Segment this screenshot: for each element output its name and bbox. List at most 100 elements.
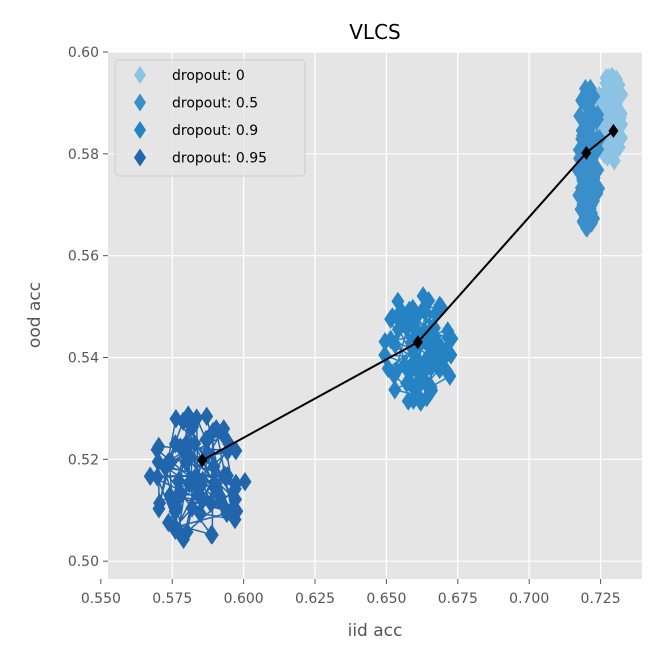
data-point [441, 321, 455, 341]
data-series [143, 66, 629, 550]
data-point [188, 433, 202, 454]
x-tick-label: 0.700 [509, 591, 549, 607]
data-point [615, 114, 629, 135]
legend-marker [134, 121, 146, 139]
data-point [603, 104, 617, 124]
legend: dropout: 0 dropout: 0.5 dropout: 0.9 dropou… [114, 59, 306, 177]
data-point [585, 203, 598, 223]
y-axis-label: ood acc [25, 282, 45, 348]
data-point [214, 491, 228, 511]
data-point [426, 353, 440, 374]
data-point [591, 160, 605, 180]
y-axis-ticks: 0.50 0.52 0.54 0.56 0.58 0.60 [68, 45, 108, 570]
data-point [388, 380, 402, 400]
legend-marker [134, 66, 146, 84]
data-point [199, 429, 213, 450]
mean-point [197, 453, 208, 468]
data-point [207, 473, 221, 493]
data-point [612, 75, 626, 95]
x-tick-label: 0.600 [224, 591, 264, 607]
data-point [218, 465, 232, 485]
data-point [168, 517, 182, 537]
data-point [217, 426, 231, 446]
x-tick-label: 0.550 [81, 591, 121, 607]
data-point [166, 493, 180, 514]
data-point [607, 151, 621, 171]
x-tick-label: 0.650 [366, 591, 406, 607]
data-point [205, 525, 219, 545]
legend-marker [134, 93, 146, 112]
legend-marker [134, 148, 146, 167]
data-point [196, 470, 210, 491]
y-tick-label: 0.56 [68, 249, 99, 265]
data-point [150, 439, 164, 460]
data-point [164, 452, 178, 472]
series-3 [143, 405, 252, 550]
data-point [175, 438, 189, 459]
data-point [238, 471, 252, 492]
y-tick-label: 0.54 [68, 351, 99, 367]
data-point [381, 358, 395, 379]
data-point [172, 471, 186, 491]
data-point [572, 140, 586, 160]
data-point [402, 371, 416, 392]
data-point [424, 377, 438, 397]
data-point [606, 131, 620, 152]
data-point [177, 529, 191, 550]
data-point [143, 466, 157, 486]
legend-label: dropout: 0.5 [172, 96, 258, 112]
data-point [414, 370, 428, 391]
x-tick-label: 0.725 [581, 591, 621, 607]
data-point [433, 295, 447, 316]
data-point [230, 501, 244, 521]
legend-box [114, 59, 306, 177]
data-point [185, 498, 199, 518]
y-tick-label: 0.52 [68, 452, 99, 468]
data-point [394, 312, 408, 333]
mean-line [201, 130, 615, 462]
data-point [591, 104, 605, 125]
data-point [152, 499, 166, 519]
legend-label: dropout: 0.9 [172, 123, 258, 139]
data-point [191, 484, 205, 504]
x-axis-ticks: 0.550 0.575 0.600 0.625 0.650 0.675 0.700 0.725 [81, 579, 621, 607]
legend-label: dropout: 0 [172, 68, 245, 84]
data-point [580, 112, 594, 132]
data-point [183, 447, 197, 467]
x-tick-label: 0.575 [152, 591, 192, 607]
mean-point [412, 335, 423, 350]
x-axis-label: iid acc [348, 621, 403, 641]
data-point [401, 391, 415, 411]
data-point [186, 417, 200, 437]
data-point [387, 365, 401, 386]
mean-trend [197, 123, 619, 468]
legend-label: dropout: 0.95 [172, 151, 267, 167]
series-2 [378, 286, 459, 412]
data-point [397, 355, 411, 375]
data-point [200, 406, 214, 427]
data-point [411, 385, 425, 405]
data-point [581, 83, 595, 103]
data-point [593, 129, 607, 149]
mean-point [581, 145, 592, 160]
mean-point [608, 123, 619, 138]
data-point [385, 307, 399, 327]
data-point [437, 348, 451, 368]
data-point [412, 356, 426, 376]
data-point [611, 84, 625, 105]
chart-title: VLCS [349, 20, 400, 44]
data-point [428, 326, 442, 347]
x-tick-label: 0.625 [295, 591, 335, 607]
data-point [574, 178, 588, 198]
series-1 [571, 78, 607, 238]
data-point [443, 366, 457, 386]
data-point [418, 302, 432, 322]
y-tick-label: 0.60 [68, 45, 99, 61]
data-point [229, 473, 243, 494]
y-tick-label: 0.50 [68, 554, 99, 570]
x-tick-label: 0.675 [438, 591, 478, 607]
data-point [384, 329, 398, 350]
data-point [406, 298, 420, 319]
y-tick-label: 0.58 [68, 147, 99, 163]
